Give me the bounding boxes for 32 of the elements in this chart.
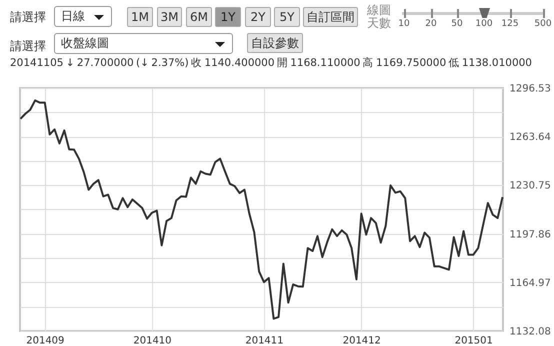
- line-series: [19, 99, 504, 320]
- text: 20: [425, 19, 437, 29]
- text: 500: [534, 19, 552, 29]
- x-tick-label: 201410: [133, 336, 172, 346]
- text: 3M: [157, 7, 182, 27]
- text: 自設參數: [247, 33, 303, 53]
- text: 5Y: [274, 7, 300, 27]
- y-tick-label: 1296.53: [510, 84, 551, 94]
- y-tick-label: 1263.64: [510, 132, 551, 144]
- text: 6M: [186, 7, 212, 27]
- text: 125: [501, 19, 519, 29]
- text: 1M: [127, 7, 153, 27]
- text: 50: [451, 19, 463, 29]
- text: 日線: [54, 6, 112, 27]
- text: 100: [475, 19, 493, 29]
- text: 線圖天數: [367, 3, 392, 30]
- text: 請選擇: [10, 9, 46, 26]
- x-tick-label: 201409: [26, 336, 64, 346]
- text: 1Y: [215, 7, 241, 27]
- x-tick-label: 201501: [454, 336, 493, 346]
- text: 2Y: [245, 7, 271, 27]
- y-tick-label: 1197.86: [510, 229, 551, 240]
- chart-subtitle: 20141105 ↓ 27.700000 (↓ 2.37%) 收 1140.400000 開 1168.110000 高 1169.750000 低 1138.010000: [10, 56, 532, 70]
- x-tick-label: 201411: [245, 336, 284, 346]
- y-tick-label: 1164.97: [510, 278, 551, 289]
- text: 10: [398, 19, 410, 29]
- y-tick-label: 1132.08: [510, 326, 551, 338]
- text: 自訂區間: [303, 7, 358, 27]
- text: 請選擇: [10, 38, 46, 55]
- text: 收盤線圖: [54, 33, 233, 54]
- x-tick-label: 201412: [342, 336, 381, 346]
- y-tick-label: 1230.75: [510, 180, 551, 192]
